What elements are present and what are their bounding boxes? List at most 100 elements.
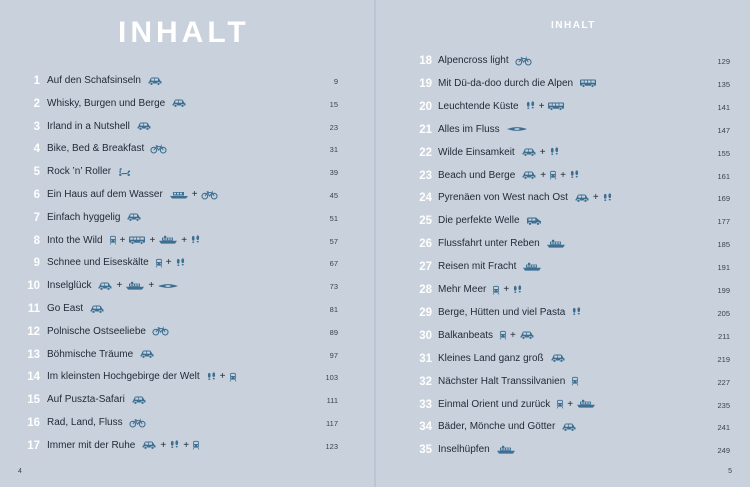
chapter-number: 8 <box>33 234 40 247</box>
feet-icon <box>169 440 180 450</box>
chapter-title: Irland in a Nutshell <box>47 120 130 132</box>
page-number: 235 <box>717 400 730 410</box>
toc-entry[interactable]: 8 Into the Wild + + +57 <box>0 232 374 252</box>
chapter-title: Into the Wild <box>47 234 103 246</box>
chapter-title: Bike, Bed & Breakfast <box>47 143 145 155</box>
feet-icon <box>206 372 217 382</box>
bus-icon <box>128 235 146 245</box>
page-number: 67 <box>329 259 338 269</box>
left-page: INHALT 1 Auf den Schafsinseln 9 2 Whisky, Bu… <box>0 0 374 487</box>
ship-icon <box>546 239 566 249</box>
toc-entry[interactable]: 3 Irland in a Nutshell 23 <box>0 118 374 138</box>
chapter-title: Einmal Orient und zurück <box>438 398 551 410</box>
chapter-title-group: Wilde Einsamkeit + <box>438 147 560 158</box>
toc-entry[interactable]: 6 Ein Haus auf dem Wasser +45 <box>0 186 374 206</box>
plus-sign: + <box>538 100 545 112</box>
chapter-number: 14 <box>27 371 40 384</box>
page-number: 169 <box>717 194 730 204</box>
toc-entry[interactable]: 19 Mit Dü-da-doo durch die Alpen 135 <box>376 75 750 95</box>
chapter-number: 24 <box>419 192 432 205</box>
car-icon <box>561 422 577 432</box>
toc-entry[interactable]: 13 Böhmische Träume 97 <box>0 346 374 366</box>
page-number: 89 <box>329 327 338 337</box>
car-icon <box>136 121 152 131</box>
feet-icon <box>512 284 523 295</box>
page-number: 205 <box>717 308 730 318</box>
toc-entry[interactable]: 10 Inselglück + +73 <box>0 277 374 297</box>
toc-entry[interactable]: 32 Nächster Halt Transsilvanien 227 <box>376 373 750 393</box>
feet-icon <box>175 258 186 268</box>
chapter-number: 33 <box>419 398 432 411</box>
chapter-title: Inselglück <box>47 280 92 292</box>
chapter-number: 26 <box>419 238 432 251</box>
toc-entry[interactable]: 16 Rad, Land, Fluss 117 <box>0 414 374 434</box>
toc-entry[interactable]: 33 Einmal Orient und zurück +235 <box>376 396 750 416</box>
toc-entry[interactable]: 12 Polnische Ostseeliebe 89 <box>0 323 374 343</box>
toc-entry[interactable]: 17 Immer mit der Ruhe + +123 <box>0 437 374 457</box>
toc-entry[interactable]: 5 Rock ’n’ Roller 39 <box>0 163 374 183</box>
toc-entry[interactable]: 22 Wilde Einsamkeit +155 <box>376 144 750 164</box>
toc-entry[interactable]: 1 Auf den Schafsinseln 9 <box>0 72 374 92</box>
chapter-title: Pyrenäen von West nach Ost <box>438 192 568 204</box>
page-number: 249 <box>717 446 730 456</box>
toc-entry[interactable]: 26 Flussfahrt unter Reben 185 <box>376 235 750 255</box>
car-icon <box>89 304 105 314</box>
page-number: 39 <box>329 168 338 178</box>
page-number: 81 <box>329 305 338 314</box>
toc-entry[interactable]: 25 Die perfekte Welle 177 <box>376 212 750 232</box>
chapter-title: Mehr Meer <box>438 284 487 295</box>
toc-entry[interactable]: 23 Beach und Berge + +161 <box>376 167 750 187</box>
chapter-title: Balkanbeats <box>438 329 494 341</box>
chapter-number: 16 <box>27 417 40 429</box>
chapter-title-group: Inselhüpfen <box>438 444 516 455</box>
chapter-title: Go East <box>47 303 84 314</box>
toc-entry[interactable]: 29 Berge, Hütten und viel Pasta 205 <box>376 304 750 324</box>
toc-entry[interactable]: 27 Reisen mit Fracht 191 <box>376 258 750 278</box>
plus-sign: + <box>119 234 126 246</box>
chapter-number: 5 <box>33 166 40 179</box>
toc-entry[interactable]: 7 Einfach hyggelig 51 <box>0 209 374 229</box>
feet-icon <box>571 307 582 317</box>
bus-icon <box>547 101 565 111</box>
toc-entry[interactable]: 2 Whisky, Burgen und Berge 15 <box>0 95 374 115</box>
chapter-title-group: Im kleinsten Hochgebirge der Welt + <box>47 371 237 382</box>
page-number: 199 <box>717 286 730 295</box>
toc-entry[interactable]: 30 Balkanbeats +211 <box>376 327 750 347</box>
toc-entry[interactable]: 31 Kleines Land ganz groß 219 <box>376 350 750 370</box>
chapter-title: Inselhüpfen <box>438 444 490 456</box>
toc-entry[interactable]: 20 Leuchtende Küste +141 <box>376 98 750 118</box>
toc-entry[interactable]: 15 Auf Puszta-Safari 111 <box>0 391 374 411</box>
toc-entry[interactable]: 34 Bäder, Mönche und Götter 241 <box>376 418 750 438</box>
feet-icon <box>549 147 560 157</box>
plus-sign: + <box>567 398 574 410</box>
chapter-title: Alpencross light <box>438 55 509 66</box>
toc-entry[interactable]: 24 Pyrenäen von West nach Ost + 169 <box>376 189 750 209</box>
chapter-title: Beach und Berge <box>438 169 516 181</box>
chapter-title-group: Leuchtende Küste + <box>438 101 565 112</box>
car-icon <box>550 353 566 363</box>
toc-entry[interactable]: 21 Alles im Fluss 147 <box>376 121 750 141</box>
chapter-title-group: Reisen mit Fracht <box>438 261 542 272</box>
plus-sign: + <box>116 280 123 292</box>
page-number: 135 <box>717 79 730 89</box>
toc-entry[interactable]: 11 Go East 81 <box>0 300 374 320</box>
car-icon <box>97 281 113 291</box>
toc-entry[interactable]: 28 Mehr Meer +199 <box>376 281 750 301</box>
chapter-title-group: Einfach hyggelig <box>47 212 142 223</box>
toc-entry[interactable]: 35 Inselhüpfen 249 <box>376 441 750 461</box>
car-icon <box>126 212 142 222</box>
chapter-number: 34 <box>419 421 432 434</box>
toc-entry[interactable]: 14 Im kleinsten Hochgebirge der Welt +103 <box>0 368 374 388</box>
bike-icon <box>201 190 218 200</box>
plus-sign: + <box>160 439 167 451</box>
chapter-number: 12 <box>27 325 40 338</box>
car-icon <box>147 76 163 86</box>
chapter-title-group: Pyrenäen von West nach Ost + <box>438 192 613 203</box>
page-number: 219 <box>717 354 730 364</box>
chapter-number: 19 <box>419 77 432 90</box>
toc-entry[interactable]: 18 Alpencross light 129 <box>376 52 750 72</box>
toc-entry[interactable]: 4 Bike, Bed & Breakfast 31 <box>0 140 374 160</box>
toc-entry[interactable]: 9 Schnee und Eiseskälte +67 <box>0 254 374 274</box>
chapter-title-group: Auf den Schafsinseln <box>47 75 163 86</box>
chapter-number: 17 <box>27 439 40 452</box>
